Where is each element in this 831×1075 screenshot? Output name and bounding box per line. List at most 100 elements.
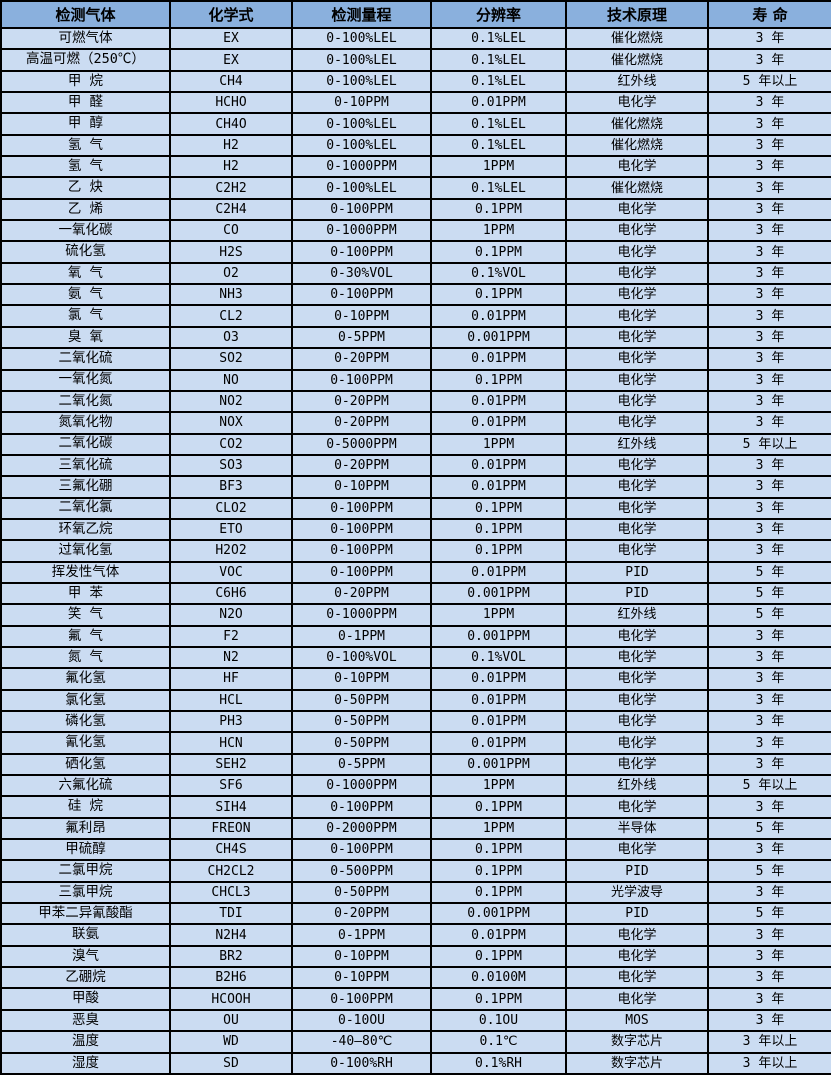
table-row: 恶臭 OU 0-10OU 0.1OU MOS 3 年 [0,1008,831,1033]
cell-lifespan: 3 年 [707,688,831,713]
table-row: 过氧化氢 H2O2 0-100PPM 0.1PPM 电化学 3 年 [0,539,831,563]
table-row: 氟 气 F2 0-1PPM 0.001PPM 电化学 3 年 [0,624,831,648]
cell-range: 0-500PPM [291,859,432,883]
cell-principle: 电化学 [565,838,709,862]
cell-resolution: 0.1PPM [430,838,567,862]
table-row: 三氟化硼 BF3 0-10PPM 0.01PPM 电化学 3 年 [0,475,831,499]
cell-principle: 数字芯片 [565,1030,709,1054]
cell-resolution: 0.01PPM [430,923,567,947]
cell-gas: 恶臭 [0,1008,171,1033]
cell-resolution: 0.1%LEL [430,69,567,94]
table-row: 氟利昂 FREON 0-2000PPM 1PPM 半导体 5 年 [0,816,831,841]
table-row: 甲 醇 CH4O 0-100%LEL 0.1%LEL 催化燃烧 3 年 [0,112,831,136]
cell-lifespan: 3 年 [707,347,831,371]
cell-gas: 甲 醛 [0,91,171,115]
table-row: 硫化氢 H2S 0-100PPM 0.1PPM 电化学 3 年 [0,240,831,264]
table-row: 可燃气体 EX 0-100%LEL 0.1%LEL 催化燃烧 3 年 [0,26,831,51]
header-row: 检测气体 化学式 检测量程 分辨率 技术原理 寿 命 [0,0,831,29]
table-row: 甲苯二异氰酸酯 TDI 0-20PPM 0.001PPM PID 5 年 [0,902,831,926]
cell-formula: CH2CL2 [169,859,293,883]
cell-lifespan: 3 年 [707,368,831,392]
cell-formula: F2 [169,624,293,648]
cell-resolution: 0.01PPM [430,667,567,691]
cell-lifespan: 3 年 [707,133,831,158]
cell-lifespan: 5 年 [707,560,831,584]
cell-lifespan: 3 年 [707,987,831,1011]
cell-resolution: 0.1PPM [430,240,567,264]
cell-range: 0-20PPM [291,347,432,371]
cell-lifespan: 3 年 [707,155,831,179]
cell-lifespan: 3 年 [707,944,831,969]
cell-gas: 一氧化碳 [0,219,171,243]
cell-lifespan: 5 年以上 [707,774,831,798]
cell-gas: 笑 气 [0,603,171,627]
cell-principle: 电化学 [565,347,709,371]
cell-range: 0-100%LEL [291,176,432,200]
cell-gas: 氯化氢 [0,688,171,713]
table-row: 联氨 N2H4 0-1PPM 0.01PPM 电化学 3 年 [0,923,831,947]
cell-formula: SIH4 [169,795,293,819]
cell-principle: 电化学 [565,325,709,350]
cell-lifespan: 3 年 [707,880,831,905]
cell-formula: CO2 [169,432,293,456]
table-row: 氯化氢 HCL 0-50PPM 0.01PPM 电化学 3 年 [0,688,831,713]
cell-principle: 电化学 [565,197,709,222]
cell-principle: 催化燃烧 [565,133,709,158]
table-row: 甲 苯 C6H6 0-20PPM 0.001PPM PID 5 年 [0,581,831,606]
cell-principle: 数字芯片 [565,1051,709,1075]
table-row: 挥发性气体 VOC 0-100PPM 0.01PPM PID 5 年 [0,560,831,584]
cell-lifespan: 3 年 [707,496,831,520]
cell-resolution: 0.01PPM [430,731,567,755]
cell-range: 0-100PPM [291,240,432,264]
cell-formula: VOC [169,560,293,584]
cell-range: 0-1PPM [291,624,432,648]
cell-lifespan: 3 年 [707,48,831,72]
cell-resolution: 0.01PPM [430,304,567,328]
cell-gas: 六氟化硫 [0,774,171,798]
column-header-resolution: 分辨率 [430,0,567,29]
cell-lifespan: 3 年 [707,240,831,264]
cell-lifespan: 3 年 [707,453,831,478]
cell-resolution: 0.1PPM [430,283,567,307]
cell-principle: 电化学 [565,219,709,243]
cell-resolution: 0.001PPM [430,325,567,350]
column-header-principle: 技术原理 [565,0,709,29]
cell-resolution: 1PPM [430,432,567,456]
cell-range: 0-2000PPM [291,816,432,841]
cell-range: 0-100%LEL [291,133,432,158]
cell-resolution: 0.1%VOL [430,645,567,670]
cell-lifespan: 5 年 [707,859,831,883]
cell-range: 0-10OU [291,1008,432,1033]
cell-range: 0-100%LEL [291,26,432,51]
cell-formula: O3 [169,325,293,350]
cell-resolution: 0.1PPM [430,496,567,520]
cell-formula: NO [169,368,293,392]
column-header-formula: 化学式 [169,0,293,29]
cell-lifespan: 3 年 [707,411,831,435]
cell-range: 0-1PPM [291,923,432,947]
table-row: 六氟化硫 SF6 0-1000PPM 1PPM 红外线 5 年以上 [0,774,831,798]
cell-lifespan: 5 年 [707,581,831,606]
table-row: 笑 气 N2O 0-1000PPM 1PPM 红外线 5 年 [0,603,831,627]
cell-formula: CLO2 [169,496,293,520]
cell-resolution: 0.1PPM [430,880,567,905]
table-header: 检测气体 化学式 检测量程 分辨率 技术原理 寿 命 [0,0,831,29]
cell-principle: 电化学 [565,645,709,670]
cell-principle: 电化学 [565,966,709,990]
cell-range: 0-1000PPM [291,774,432,798]
cell-formula: HCN [169,731,293,755]
cell-formula: HCL [169,688,293,713]
table-row: 氢 气 H2 0-100%LEL 0.1%LEL 催化燃烧 3 年 [0,133,831,158]
cell-range: 0-10PPM [291,475,432,499]
table-row: 臭 氧 O3 0-5PPM 0.001PPM 电化学 3 年 [0,325,831,350]
cell-formula: C6H6 [169,581,293,606]
cell-gas: 环氧乙烷 [0,517,171,542]
cell-resolution: 0.1PPM [430,368,567,392]
cell-principle: 催化燃烧 [565,112,709,136]
cell-formula: CH4S [169,838,293,862]
cell-lifespan: 3 年 [707,304,831,328]
cell-gas: 硒化氢 [0,752,171,777]
cell-formula: H2S [169,240,293,264]
cell-range: 0-100PPM [291,283,432,307]
cell-gas: 氮氧化物 [0,411,171,435]
